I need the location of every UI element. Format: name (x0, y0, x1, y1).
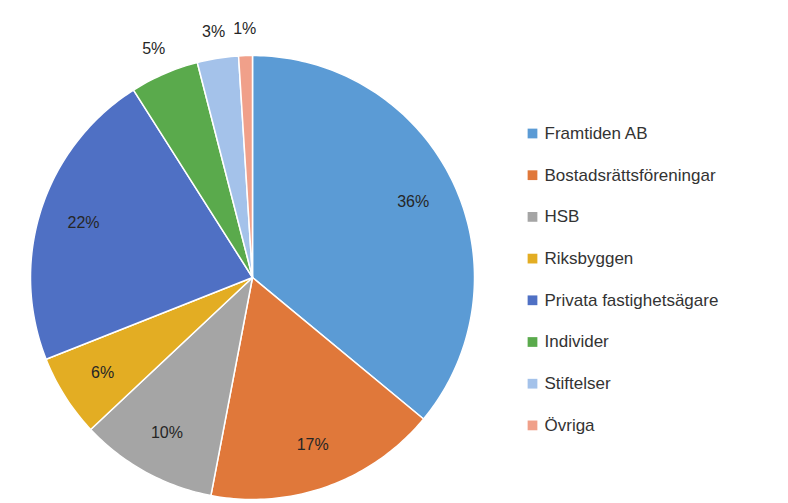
svg-text:Stiftelser: Stiftelser (545, 374, 611, 393)
svg-text:17%: 17% (297, 436, 329, 453)
svg-text:Bostadsrättsföreningar: Bostadsrättsföreningar (545, 166, 716, 185)
svg-text:36%: 36% (397, 193, 429, 210)
svg-text:Individer: Individer (545, 332, 610, 351)
svg-text:HSB: HSB (545, 207, 580, 226)
svg-text:Övriga: Övriga (545, 416, 596, 435)
svg-text:Riksbyggen: Riksbyggen (545, 249, 634, 268)
svg-text:22%: 22% (68, 214, 100, 231)
svg-text:10%: 10% (151, 424, 183, 441)
svg-text:5%: 5% (142, 40, 165, 57)
svg-text:Privata fastighetsägare: Privata fastighetsägare (545, 291, 719, 310)
svg-text:3%: 3% (202, 23, 225, 40)
svg-text:1%: 1% (233, 20, 256, 37)
svg-text:Framtiden AB: Framtiden AB (545, 124, 648, 143)
svg-text:6%: 6% (91, 364, 114, 381)
